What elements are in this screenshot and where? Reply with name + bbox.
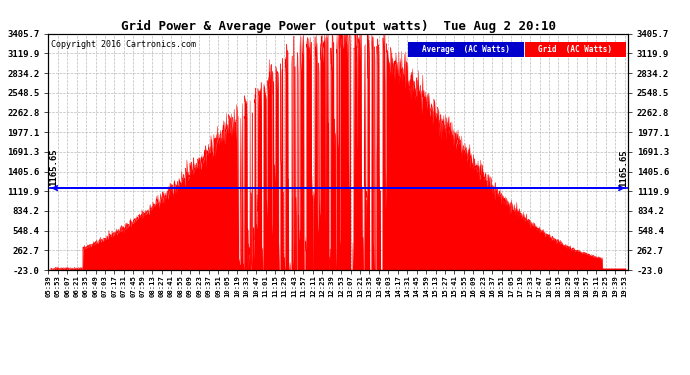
- Bar: [408, 42, 524, 57]
- Text: Average  (AC Watts): Average (AC Watts): [422, 45, 509, 54]
- Title: Grid Power & Average Power (output watts)  Tue Aug 2 20:10: Grid Power & Average Power (output watts…: [121, 20, 555, 33]
- Text: Grid  (AC Watts): Grid (AC Watts): [538, 45, 613, 54]
- Bar: [524, 42, 626, 57]
- Text: Copyright 2016 Cartronics.com: Copyright 2016 Cartronics.com: [51, 40, 196, 49]
- Text: 1165.65: 1165.65: [49, 148, 58, 186]
- Text: 1165.65: 1165.65: [619, 149, 628, 187]
